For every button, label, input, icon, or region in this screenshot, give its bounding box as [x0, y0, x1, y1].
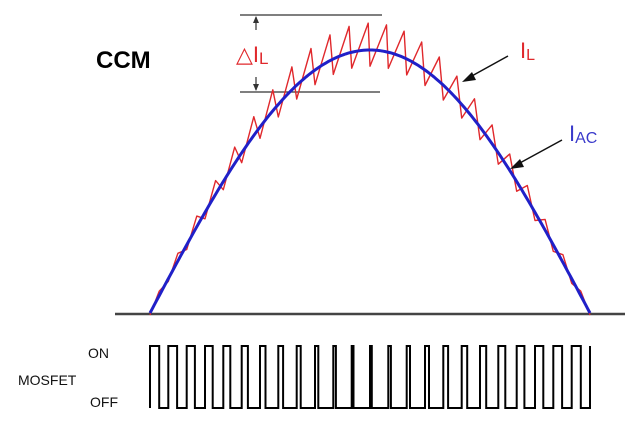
ac-current-label: IAC [569, 121, 597, 147]
ccm-title: CCM [96, 47, 151, 74]
iac-pointer-arrow [510, 139, 563, 169]
ripple-top-arrow [253, 16, 259, 30]
on-label: ON [88, 345, 109, 361]
off-label: OFF [90, 394, 118, 410]
il-pointer-arrow [462, 55, 509, 82]
ac-current-waveform [148, 48, 592, 314]
mosfet-label: MOSFET [18, 372, 77, 388]
inductor-current-label: IL [520, 38, 535, 64]
mosfet-pwm-signal [149, 345, 591, 409]
ripple-label: △IL [236, 42, 269, 68]
ripple-bottom-arrow [253, 77, 259, 91]
pwm-waveform [149, 345, 591, 409]
inductor-current-waveform [149, 22, 591, 316]
